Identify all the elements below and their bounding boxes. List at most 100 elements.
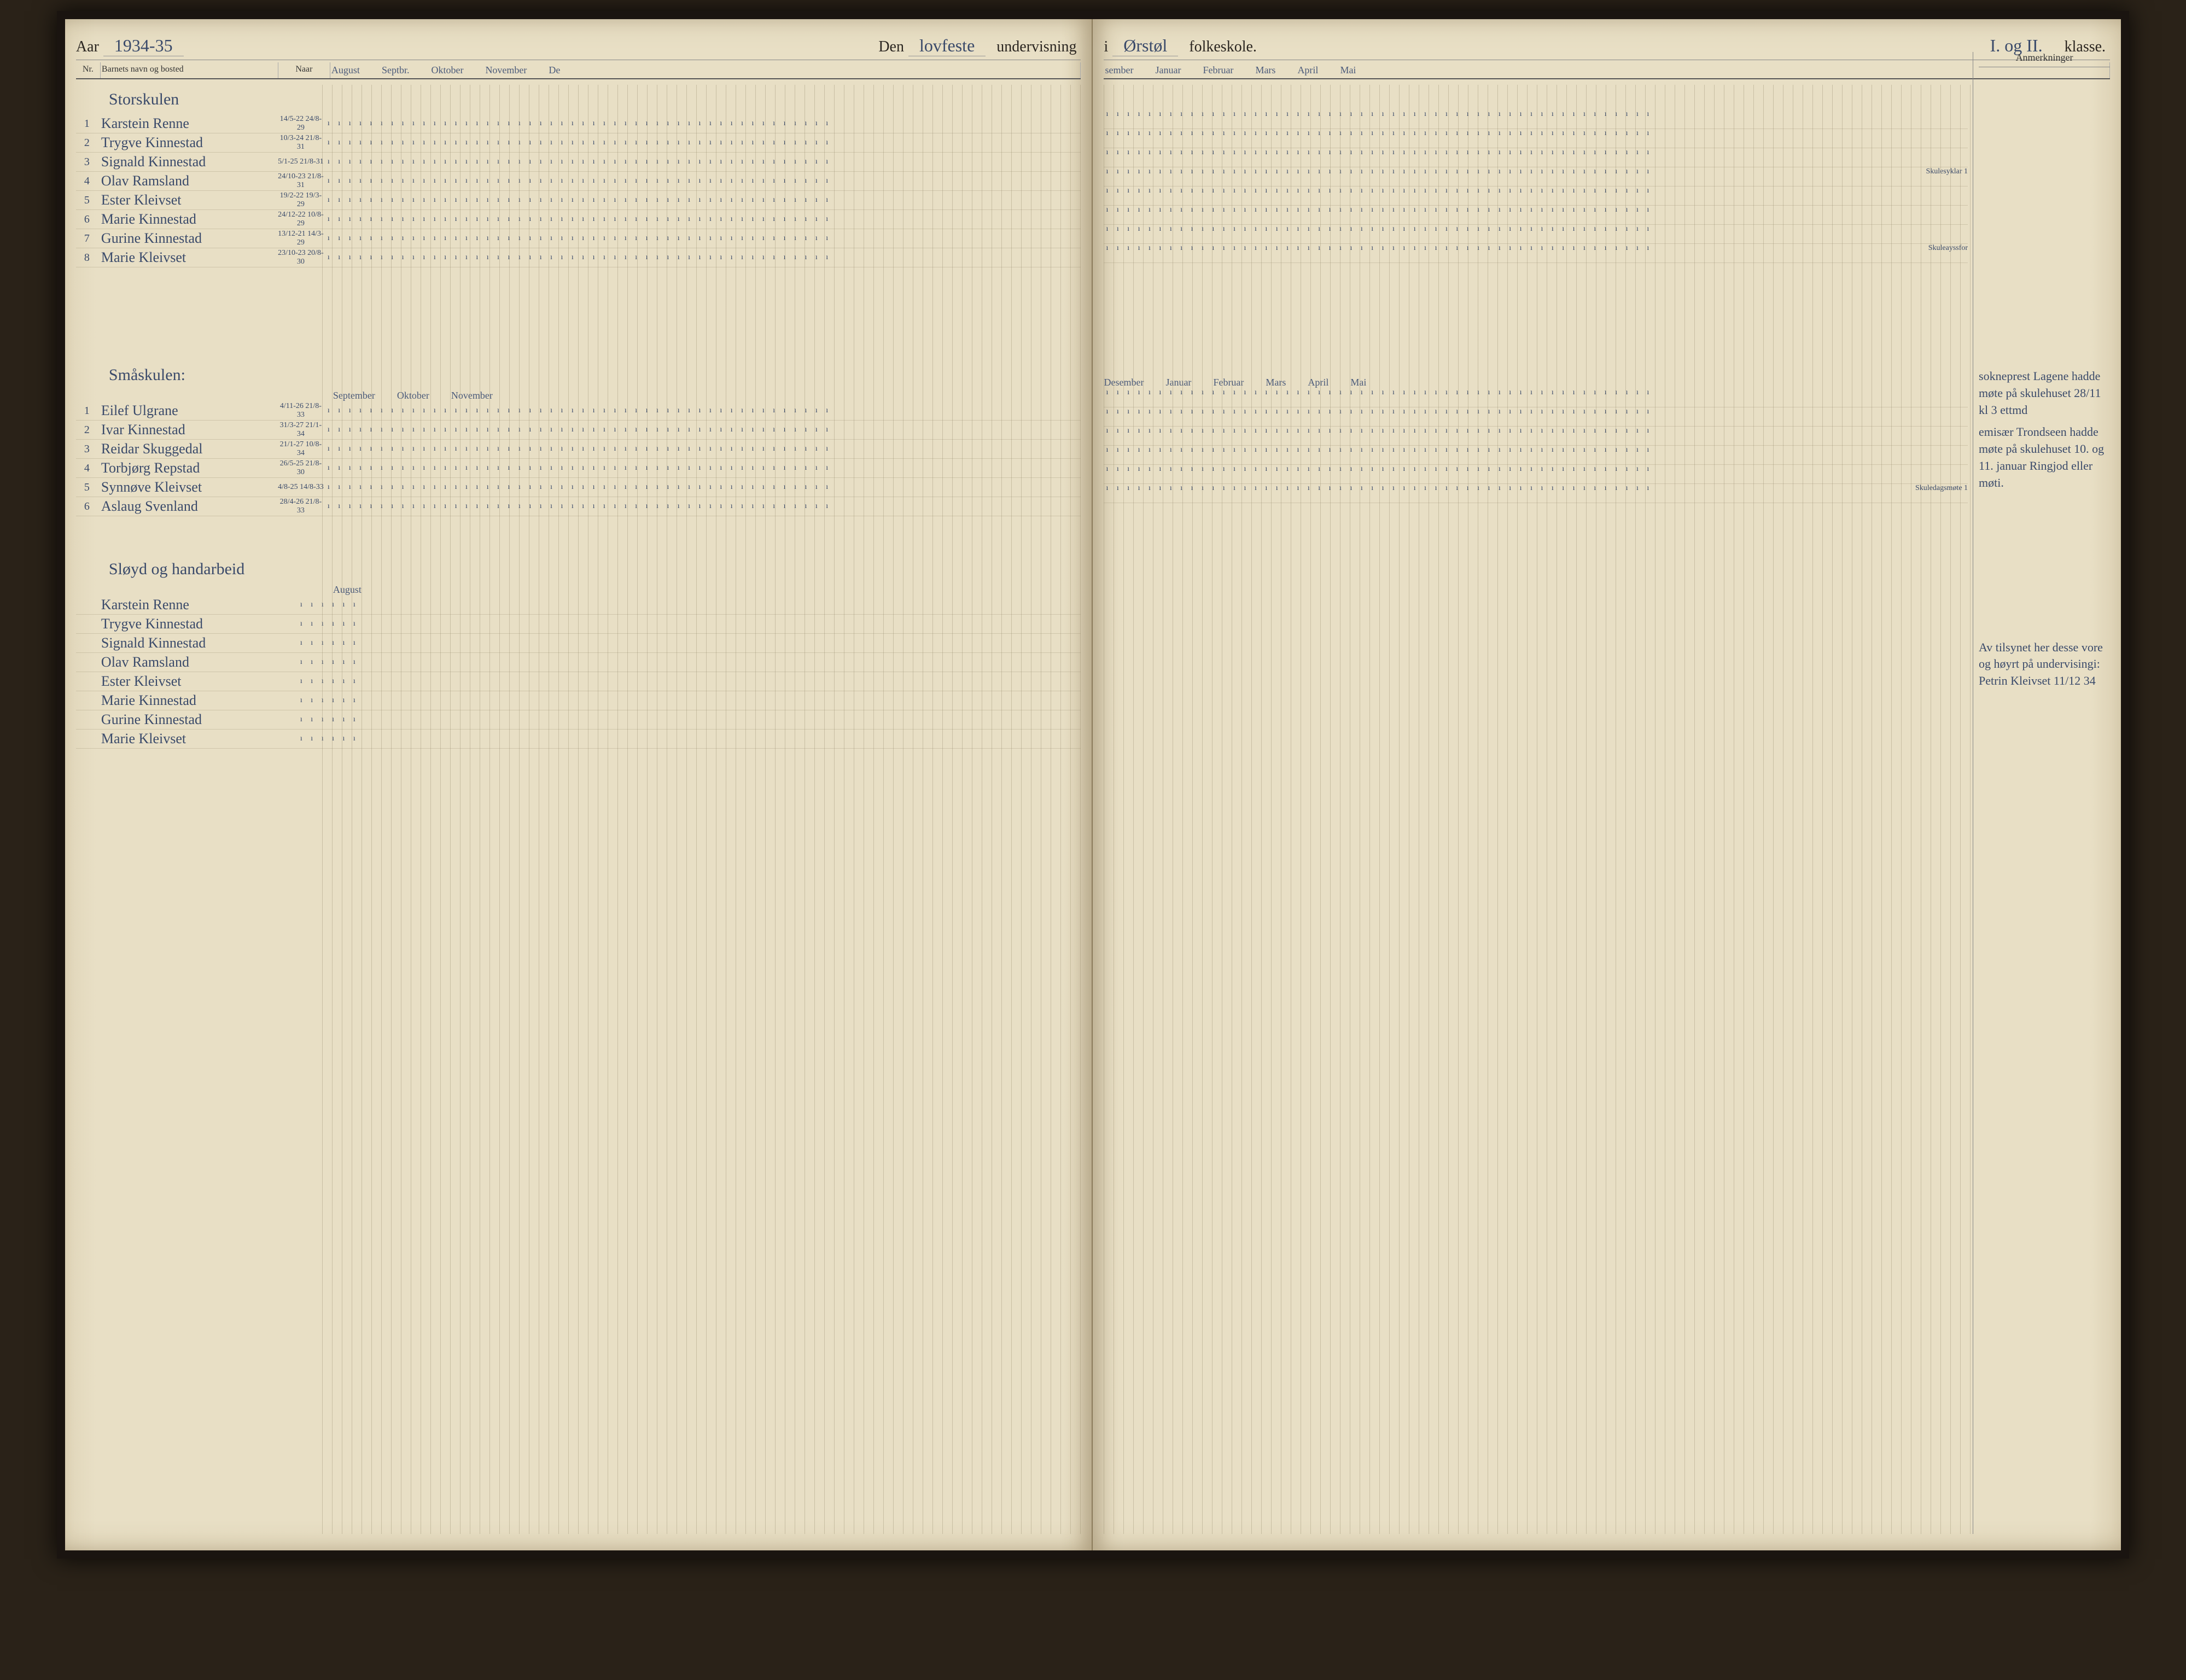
month-label: April <box>1308 377 1328 388</box>
section1-rows: 1 Karstein Renne 14/5-22 24/8-29 ı ı ı ı… <box>76 114 1081 267</box>
attendance-ticks: ı ı ı ı ı ı ı ı ı ı ı ı ı ı ı ı ı ı ı ı … <box>1104 446 1968 464</box>
attendance-ticks: ı ı ı ı ı ı ı ı ı ı ı ı ı ı ı ı ı ı ı ı … <box>1104 206 1968 224</box>
table-row: Ester Kleivset ı ı ı ı ı ı <box>76 672 1081 691</box>
attendance-ticks: ı ı ı ı ı ı ı ı ı ı ı ı ı ı ı ı ı ı ı ı … <box>325 464 1081 472</box>
column-headers-left: Nr. Barnets navn og bosted Naar August S… <box>76 62 1081 79</box>
table-row: ı ı ı ı ı ı ı ı ı ı ı ı ı ı ı ı ı ı ı ı … <box>1104 407 1968 427</box>
attendance-ticks: ı ı ı ı ı ı <box>298 715 1081 724</box>
attendance-ticks: ı ı ı ı ı ı ı ı ı ı ı ı ı ı ı ı ı ı ı ı … <box>325 406 1081 415</box>
table-row: Olav Ramsland ı ı ı ı ı ı <box>76 653 1081 672</box>
annotation-note: sokneprest Lagene hadde møte på skulehus… <box>1979 368 2110 418</box>
row-dates: 23/10-23 20/8-30 <box>276 249 325 266</box>
table-row: 7 Gurine Kinnestad 13/12-21 14/3-29 ı ı … <box>76 229 1081 248</box>
month-label: De <box>549 65 560 76</box>
left-page: Aar 1934-35 Den lovfeste undervisning Nr… <box>65 19 1093 1550</box>
row-nr: 6 <box>76 500 98 513</box>
row-dates: 14/5-22 24/8-29 <box>276 115 325 132</box>
row-name: Marie Kleivset <box>98 249 276 266</box>
nr-header: Nr. <box>76 62 101 78</box>
row-name: Olav Ramsland <box>98 173 276 189</box>
attendance-ticks: ı ı ı ı ı ı ı ı ı ı ı ı ı ı ı ı ı ı ı ı … <box>325 177 1081 185</box>
aar-value: 1934-35 <box>103 36 184 56</box>
month-label: Mars <box>1255 65 1275 76</box>
row-name: Signald Kinnestad <box>98 635 298 651</box>
folkeskole-label: folkeskole. <box>1189 38 1257 56</box>
row-dates: 4/11-26 21/8-33 <box>276 402 325 419</box>
table-row: ı ı ı ı ı ı ı ı ı ı ı ı ı ı ı ı ı ı ı ı … <box>1104 148 1968 167</box>
month-label: Oktober <box>397 390 429 401</box>
row-name: Ester Kleivset <box>98 673 298 690</box>
month-label: Mars <box>1266 377 1286 388</box>
row-nr: 5 <box>76 194 98 207</box>
table-row: ı ı ı ı ı ı ı ı ı ı ı ı ı ı ı ı ı ı ı ı … <box>1104 465 1968 484</box>
section3-rows: Karstein Renne ı ı ı ı ı ı Trygve Kinnes… <box>76 596 1081 749</box>
spacer <box>1104 263 2110 377</box>
table-row: 2 Ivar Kinnestad 31/3-27 21/1-34 ı ı ı ı… <box>76 421 1081 440</box>
month-label: Oktober <box>431 65 463 76</box>
table-row: Signald Kinnestad ı ı ı ı ı ı <box>76 634 1081 653</box>
marginal-note: Skuleayssfor <box>1928 244 1968 262</box>
attendance-ticks: ı ı ı ı ı ı ı ı ı ı ı ı ı ı ı ı ı ı ı ı … <box>1104 427 1968 445</box>
table-row: 1 Eilef Ulgrane 4/11-26 21/8-33 ı ı ı ı … <box>76 401 1081 421</box>
row-nr: 5 <box>76 481 98 494</box>
table-row: Marie Kinnestad ı ı ı ı ı ı <box>76 691 1081 710</box>
attendance-ticks: ı ı ı ı ı ı ı ı ı ı ı ı ı ı ı ı ı ı ı ı … <box>1104 484 1915 503</box>
section2-rows: 1 Eilef Ulgrane 4/11-26 21/8-33 ı ı ı ı … <box>76 401 1081 516</box>
month-label: Mai <box>1350 377 1366 388</box>
attendance-ticks: ı ı ı ı ı ı ı ı ı ı ı ı ı ı ı ı ı ı ı ı … <box>325 253 1081 262</box>
attendance-ticks: ı ı ı ı ı ı ı ı ı ı ı ı ı ı ı ı ı ı ı ı … <box>1104 110 1968 129</box>
page-header-right: i Ørstøl folkeskole. I. og II. klasse. <box>1104 36 2110 60</box>
row-nr: 4 <box>76 175 98 188</box>
attendance-ticks: ı ı ı ı ı ı ı ı ı ı ı ı ı ı ı ı ı ı ı ı … <box>1104 225 1968 243</box>
row-name: Karstein Renne <box>98 597 298 613</box>
table-row: 6 Aslaug Svenland 28/4-26 21/8-33 ı ı ı … <box>76 497 1081 516</box>
marginal-note: Skuledagsmøte 1 <box>1915 484 1968 503</box>
attendance-ticks: ı ı ı ı ı ı <box>298 696 1081 705</box>
marginal-note: Skulesyklar 1 <box>1926 167 1968 186</box>
month-label: Septbr. <box>382 65 410 76</box>
table-row: 3 Signald Kinnestad 5/1-25 21/8-31 ı ı ı… <box>76 153 1081 172</box>
row-name: Reidar Skuggedal <box>98 441 276 457</box>
attendance-ticks: ı ı ı ı ı ı <box>298 600 1081 609</box>
row-nr: 2 <box>76 137 98 149</box>
month-label: Januar <box>1165 377 1191 388</box>
attendance-ticks: ı ı ı ı ı ı ı ı ı ı ı ı ı ı ı ı ı ı ı ı … <box>1104 388 1968 407</box>
table-row: 5 Ester Kleivset 19/2-22 19/3-29 ı ı ı ı… <box>76 191 1081 210</box>
attendance-ticks: ı ı ı ı ı ı ı ı ı ı ı ı ı ı ı ı ı ı ı ı … <box>325 425 1081 434</box>
row-name: Signald Kinnestad <box>98 154 276 170</box>
table-row: 6 Marie Kinnestad 24/12-22 10/8-29 ı ı ı… <box>76 210 1081 229</box>
row-dates: 28/4-26 21/8-33 <box>276 498 325 515</box>
attendance-ticks: ı ı ı ı ı ı ı ı ı ı ı ı ı ı ı ı ı ı ı ı … <box>325 196 1081 205</box>
row-dates: 19/2-22 19/3-29 <box>276 191 325 209</box>
row-name: Trygve Kinnestad <box>98 616 298 632</box>
section1-ticks-right: ı ı ı ı ı ı ı ı ı ı ı ı ı ı ı ı ı ı ı ı … <box>1104 110 2110 263</box>
table-row: ı ı ı ı ı ı ı ı ı ı ı ı ı ı ı ı ı ı ı ı … <box>1104 186 1968 206</box>
month-label: August <box>331 65 360 76</box>
attendance-ticks: ı ı ı ı ı ı ı ı ı ı ı ı ı ı ı ı ı ı ı ı … <box>325 483 1081 492</box>
name-header: Barnets navn og bosted <box>101 62 278 78</box>
section1-title: Storskulen <box>109 90 1081 109</box>
month-label: September <box>333 390 375 401</box>
row-dates: 5/1-25 21/8-31 <box>276 158 325 166</box>
row-name: Karstein Renne <box>98 115 276 132</box>
row-dates: 24/12-22 10/8-29 <box>276 211 325 228</box>
annotation-note: Av tilsynet her desse vore og høyrt på u… <box>1979 639 2110 690</box>
attendance-ticks: ı ı ı ı ı ı ı ı ı ı ı ı ı ı ı ı ı ı ı ı … <box>325 234 1081 243</box>
row-dates: 26/5-25 21/8-30 <box>276 459 325 477</box>
table-row: ı ı ı ı ı ı ı ı ı ı ı ı ı ı ı ı ı ı ı ı … <box>1104 129 1968 148</box>
row-dates: 4/8-25 14/8-33 <box>276 483 325 492</box>
den-label: Den <box>878 38 904 56</box>
attendance-ticks: ı ı ı ı ı ı ı ı ı ı ı ı ı ı ı ı ı ı ı ı … <box>325 138 1081 147</box>
right-page: i Ørstøl folkeskole. I. og II. klasse. s… <box>1093 19 2121 1550</box>
school-value: Ørstøl <box>1112 36 1178 56</box>
section2-title: Småskulen: <box>109 366 1081 384</box>
row-dates: 13/12-21 14/3-29 <box>276 230 325 247</box>
table-row: 8 Marie Kleivset 23/10-23 20/8-30 ı ı ı … <box>76 248 1081 267</box>
table-row: ı ı ı ı ı ı ı ı ı ı ı ı ı ı ı ı ı ı ı ı … <box>1104 446 1968 465</box>
month-label: November <box>451 390 493 401</box>
attendance-ticks: ı ı ı ı ı ı ı ı ı ı ı ı ı ı ı ı ı ı ı ı … <box>1104 129 1968 148</box>
month-label: Januar <box>1155 65 1181 76</box>
attendance-ticks: ı ı ı ı ı ı ı ı ı ı ı ı ı ı ı ı ı ı ı ı … <box>325 445 1081 453</box>
month-label: Februar <box>1203 65 1233 76</box>
table-row: Trygve Kinnestad ı ı ı ı ı ı <box>76 615 1081 634</box>
